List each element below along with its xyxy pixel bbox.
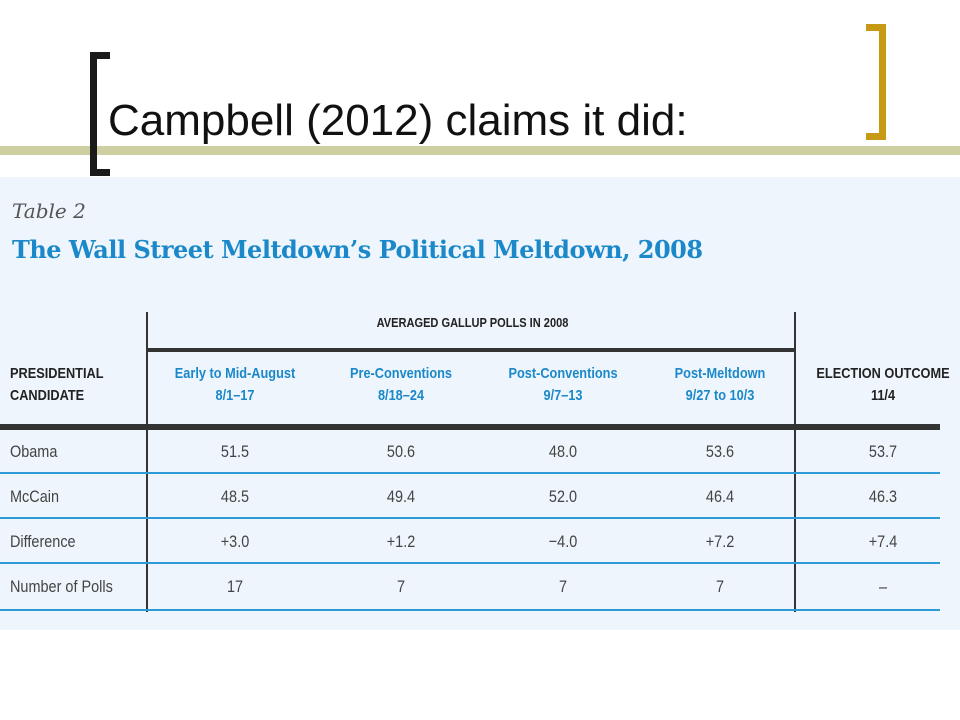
table-cell: 50.6 bbox=[386, 442, 416, 461]
right-bracket-decoration bbox=[866, 24, 886, 140]
column-header: Post-Conventions 9/7–13 bbox=[494, 363, 632, 407]
group-header: AVERAGED GALLUP POLLS IN 2008 bbox=[376, 315, 569, 330]
table-cell: 51.5 bbox=[220, 442, 250, 461]
row-header-title: PRESIDENTIAL CANDIDATE bbox=[10, 363, 104, 407]
column-header-dates: 11/4 bbox=[870, 387, 896, 404]
table-cell: +1.2 bbox=[386, 532, 416, 551]
table-cell: −4.0 bbox=[548, 532, 578, 551]
row-separator bbox=[0, 562, 940, 564]
table-caption: Table 2 bbox=[12, 199, 86, 223]
column-header-name: ELECTION OUTCOME bbox=[816, 365, 950, 382]
table-cell: 52.0 bbox=[548, 487, 578, 506]
table-cell: 46.4 bbox=[705, 487, 735, 506]
table-cell: 7 bbox=[715, 577, 725, 596]
row-label-number-of-polls: Number of Polls bbox=[10, 577, 113, 596]
table-cell: +7.2 bbox=[705, 532, 735, 551]
row-label-difference: Difference bbox=[10, 532, 76, 551]
column-header-name: Pre-Conventions bbox=[349, 365, 452, 382]
column-header-name: Post-Meltdown bbox=[674, 365, 766, 382]
column-header-dates: 8/18–24 bbox=[377, 387, 425, 404]
table-cell: 48.5 bbox=[220, 487, 250, 506]
table-title: The Wall Street Meltdown’s Political Mel… bbox=[12, 235, 703, 264]
column-header-name: Early to Mid-August bbox=[174, 365, 296, 382]
title-underline-band bbox=[0, 146, 960, 155]
column-header-dates: 8/1–17 bbox=[215, 387, 255, 404]
table-cell: 17 bbox=[226, 577, 244, 596]
row-separator bbox=[0, 517, 940, 519]
column-header-dates: 9/27 to 10/3 bbox=[685, 387, 755, 404]
table-vertical-rule bbox=[146, 312, 148, 612]
column-header-name: Post-Conventions bbox=[508, 365, 618, 382]
table-cell: – bbox=[878, 577, 888, 596]
row-header-line: PRESIDENTIAL bbox=[10, 365, 104, 382]
slide-title: Campbell (2012) claims it did: bbox=[108, 96, 688, 145]
table-figure: Table 2 The Wall Street Meltdown’s Polit… bbox=[0, 177, 960, 630]
table-cell: +7.4 bbox=[868, 532, 898, 551]
table-cell: +3.0 bbox=[220, 532, 250, 551]
table-cell: 48.0 bbox=[548, 442, 578, 461]
table-cell: 7 bbox=[558, 577, 568, 596]
row-separator bbox=[0, 609, 940, 611]
row-header-line: CANDIDATE bbox=[10, 387, 85, 404]
column-header-election: ELECTION OUTCOME 11/4 bbox=[812, 363, 953, 407]
row-label-obama: Obama bbox=[10, 442, 58, 461]
table-cell: 7 bbox=[396, 577, 406, 596]
header-bottom-rule bbox=[0, 424, 940, 430]
table-vertical-rule bbox=[794, 312, 796, 612]
table-cell: 53.7 bbox=[868, 442, 898, 461]
left-bracket-decoration bbox=[90, 52, 110, 176]
column-header-dates: 9/7–13 bbox=[543, 387, 583, 404]
table-cell: 49.4 bbox=[386, 487, 416, 506]
row-separator bbox=[0, 472, 940, 474]
table-cell: 46.3 bbox=[868, 487, 898, 506]
column-header: Pre-Conventions 8/18–24 bbox=[332, 363, 470, 407]
column-header: Post-Meltdown 9/27 to 10/3 bbox=[652, 363, 788, 407]
group-header-rule bbox=[148, 348, 794, 352]
column-header: Early to Mid-August 8/1–17 bbox=[163, 363, 308, 407]
table-cell: 53.6 bbox=[705, 442, 735, 461]
row-label-mccain: McCain bbox=[10, 487, 59, 506]
